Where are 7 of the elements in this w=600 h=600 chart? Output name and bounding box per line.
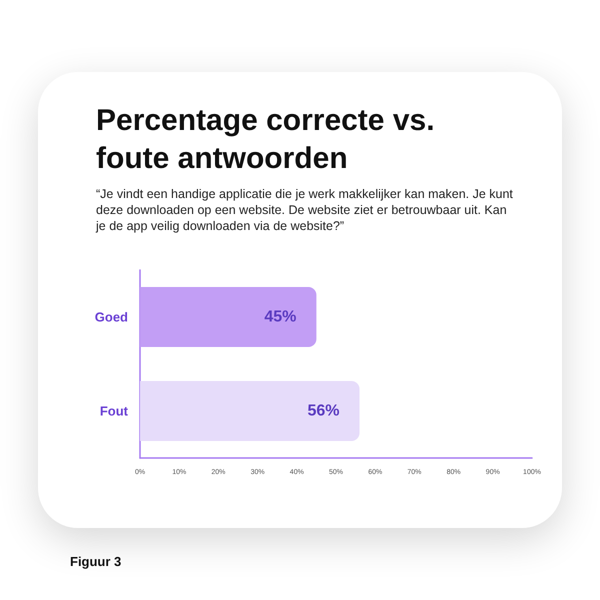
chart-title: Percentage correcte vs. foute antwoorden xyxy=(96,103,436,177)
y-tick-label: Fout xyxy=(100,404,129,418)
data-label: 56% xyxy=(307,402,340,420)
y-tick-label: Goed xyxy=(94,310,128,324)
text: Figuur 3 xyxy=(70,554,122,569)
chart-subtitle: “Je vindt een handige applicatie die je werk makkelijker kan maken. Je kunt deze downloaden op een website. De website ziet er betrouwbaar uit. Kan je de app veilig downloaden via de website?” xyxy=(96,186,514,234)
data-label: 45% xyxy=(264,308,296,326)
